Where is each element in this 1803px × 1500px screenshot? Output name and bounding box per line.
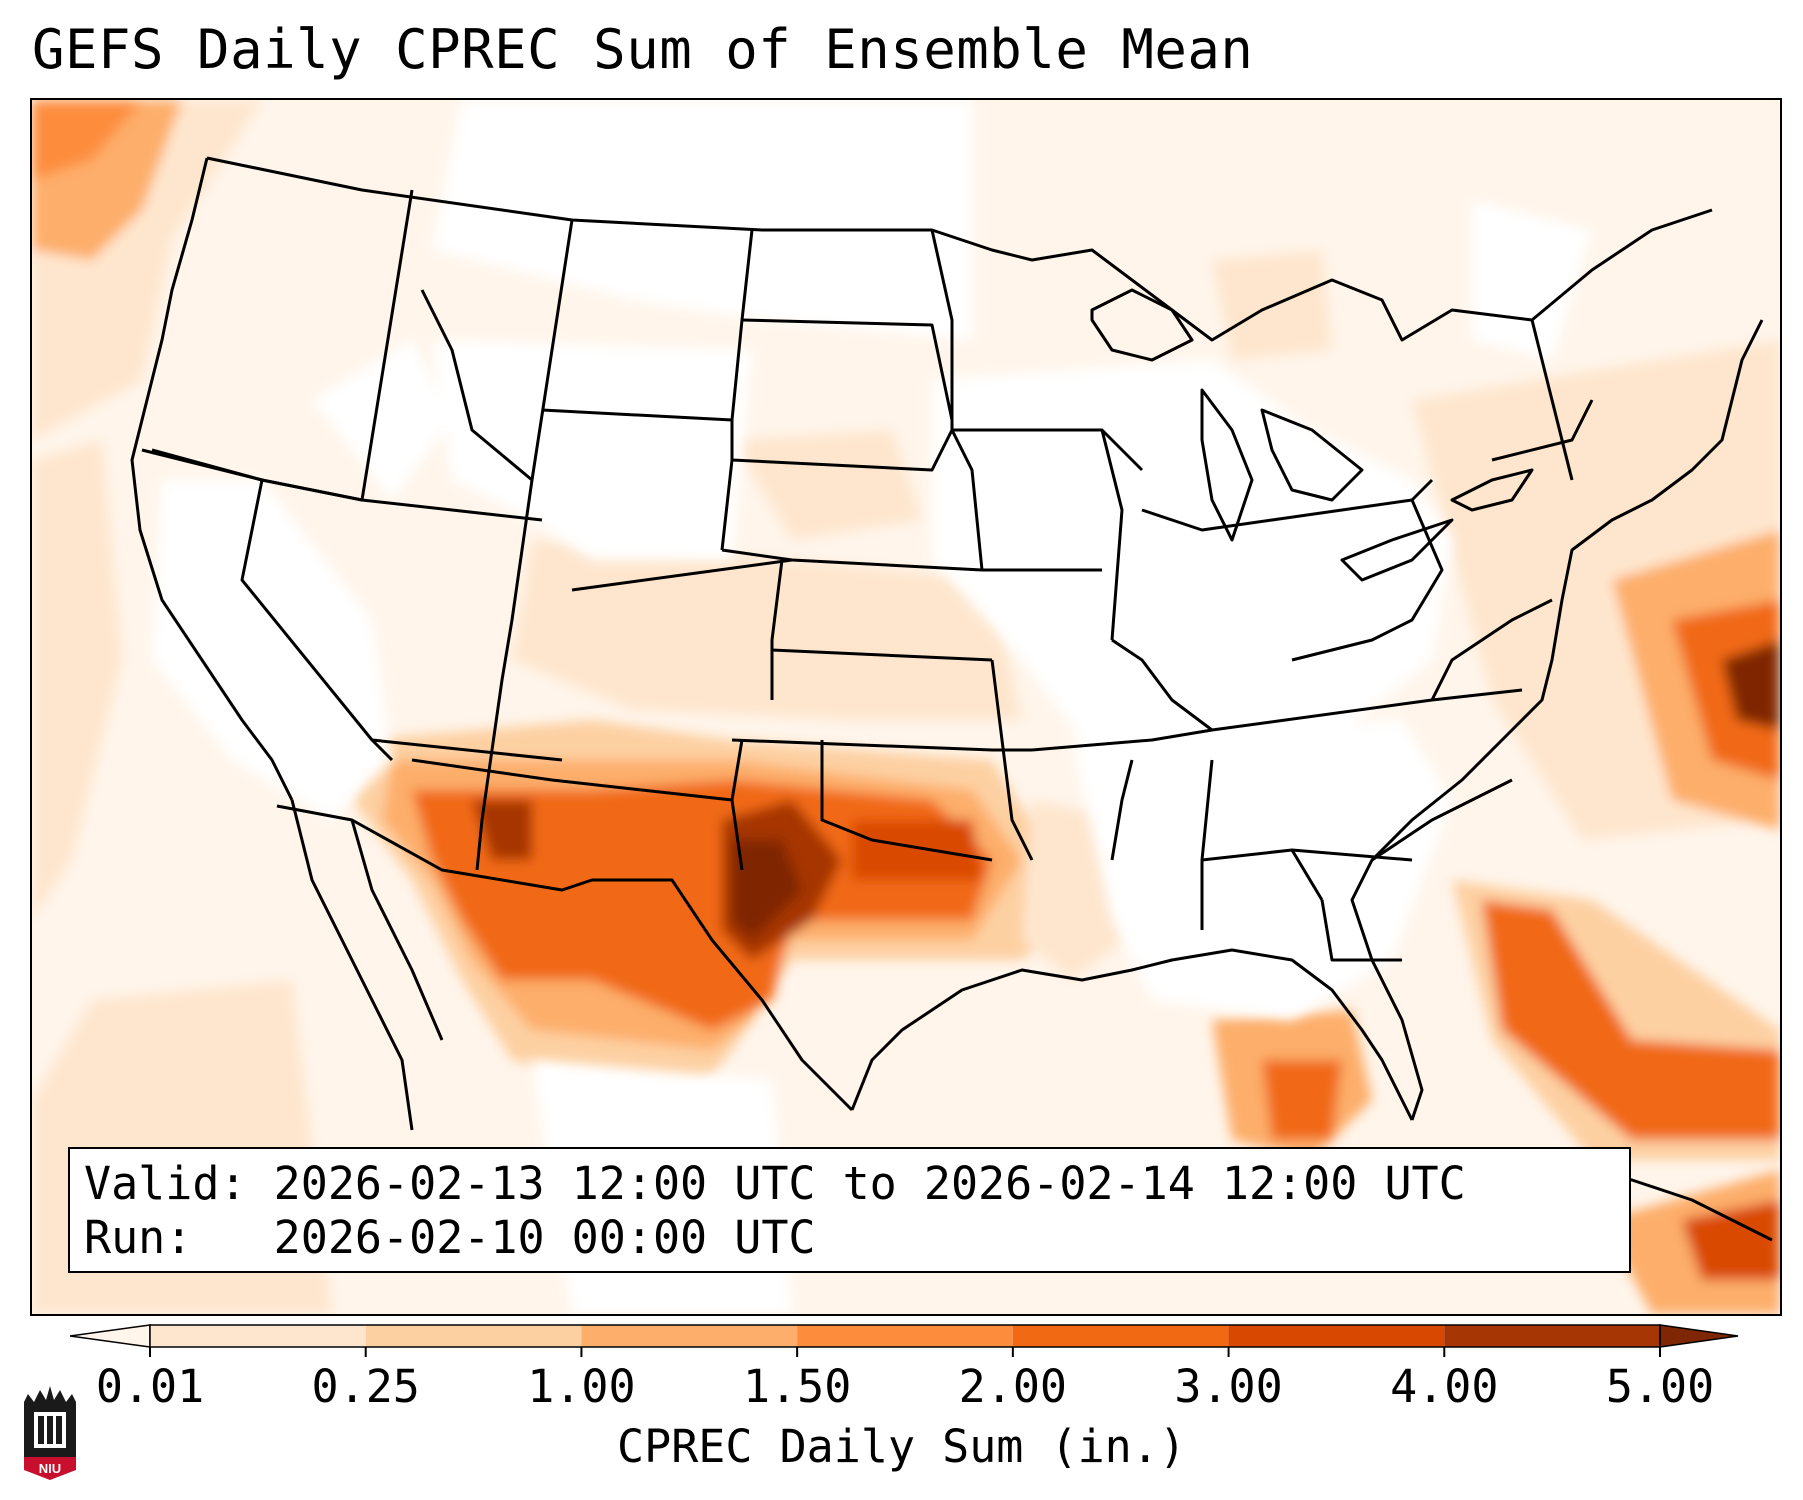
colorbar — [70, 1324, 1739, 1357]
colorbar-outline — [149, 1324, 1661, 1348]
east-coast — [1350, 319, 1764, 1121]
run-time: 2026-02-10 00:00 UTC — [273, 1211, 816, 1264]
colorbar-ticks — [149, 1347, 1661, 1357]
colorbar-extend-max — [1659, 1324, 1739, 1348]
colorbar-segment — [365, 1325, 582, 1347]
map-canvas — [32, 100, 1780, 1314]
run-label: Run: — [84, 1211, 193, 1264]
colorbar-segments — [70, 1324, 1739, 1348]
colorbar-tick-label: 3.00 — [1174, 1360, 1283, 1413]
niu-logo-text: NIU — [39, 1461, 61, 1476]
colorbar-tick-label: 2.00 — [958, 1360, 1068, 1413]
great-lakes — [1090, 288, 1534, 582]
colorbar-tick-label: 1.00 — [527, 1360, 636, 1413]
colorbar-segment — [1228, 1325, 1445, 1347]
colorbar-segment — [150, 1325, 366, 1347]
west-coast — [130, 157, 294, 801]
colorbar-segment — [581, 1325, 798, 1347]
colorbar-tick-label: 5.00 — [1605, 1360, 1715, 1413]
colorbar-label: CPREC Daily Sum (in.) — [617, 1420, 1186, 1473]
colorbar-segment — [797, 1325, 1013, 1347]
gulf-coast — [850, 948, 1414, 1121]
baja-california — [290, 799, 444, 1131]
valid-time-range: 2026-02-13 12:00 UTC to 2026-02-14 12:00… — [273, 1157, 1466, 1210]
validity-info-box: Valid: 2026-02-13 12:00 UTC to 2026-02-1… — [68, 1147, 1631, 1273]
precipitation-map — [30, 98, 1782, 1316]
colorbar-tick-label: 4.00 — [1390, 1360, 1499, 1413]
colorbar-tick-label: 1.50 — [742, 1360, 852, 1413]
valid-label: Valid: — [84, 1157, 247, 1210]
us-mexico-border — [276, 804, 854, 1112]
colorbar-tick-label: 0.25 — [311, 1360, 420, 1413]
us-canada-border — [206, 156, 1713, 342]
map-title: GEFS Daily CPREC Sum of Ensemble Mean — [32, 18, 1254, 81]
colorbar-tick-label: 0.01 — [95, 1360, 205, 1413]
colorbar-segment — [1444, 1325, 1660, 1347]
niu-logo: NIU — [24, 1386, 76, 1480]
colorbar-extend-min — [70, 1324, 151, 1348]
boundaries — [130, 156, 1773, 1242]
colorbar-segment — [1012, 1325, 1229, 1347]
